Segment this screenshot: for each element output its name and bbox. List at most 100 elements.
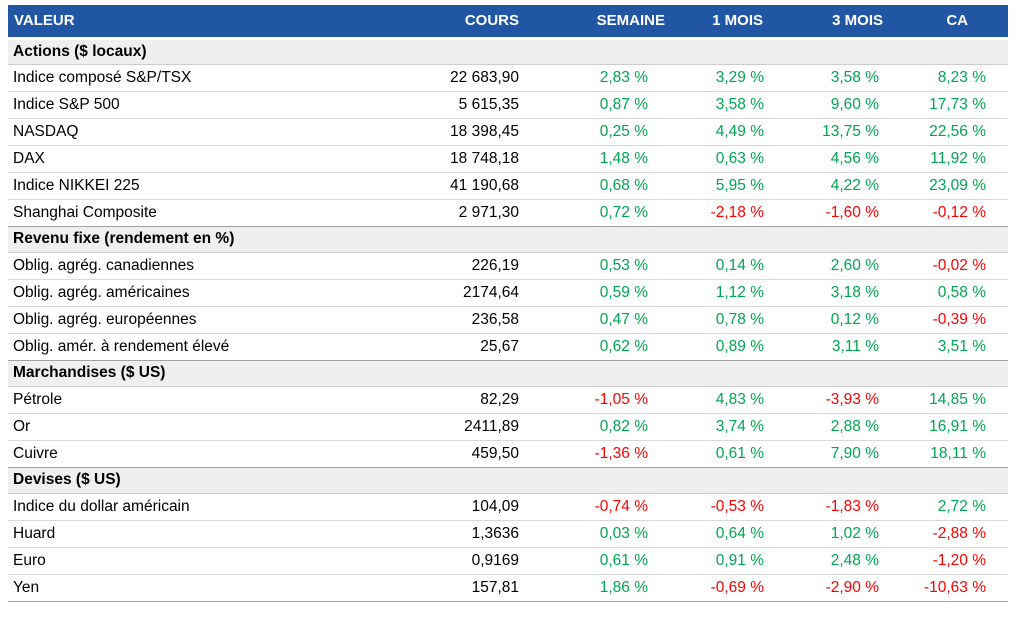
cell-3mois: 2,88 % (776, 412, 891, 440)
cell-cours: 157,81 (408, 573, 528, 601)
cell-cours: 2411,89 (408, 412, 528, 440)
table-body: Actions ($ locaux) Indice composé S&P/TSX… (8, 37, 1008, 601)
cell-cours: 18 748,18 (408, 144, 528, 172)
market-summary: VALEUR COURS SEMAINE 1 MOIS 3 MOIS CA Ac… (8, 5, 1008, 602)
table-row: Oblig. agrég. européennes 236,58 0,47 % 0,7… (8, 305, 1008, 333)
cell-1mois: 3,29 % (670, 63, 776, 91)
section-label: Actions ($ locaux) (8, 37, 1008, 65)
cell-cours: 82,29 (408, 385, 528, 413)
cell-cours: 25,67 (408, 332, 528, 360)
cell-3mois: -2,90 % (776, 573, 891, 601)
cell-3mois: 1,02 % (776, 519, 891, 547)
cell-ca: 18,11 % (891, 439, 1008, 467)
table-row: Indice S&P 500 5 615,35 0,87 % 3,58 % 9,60 %… (8, 90, 1008, 118)
section-row: Marchandises ($ US) (8, 359, 1008, 387)
cell-1mois: 0,61 % (670, 439, 776, 467)
section-row: Revenu fixe (rendement en %) (8, 225, 1008, 253)
table-row: Yen 157,81 1,86 % -0,69 % -2,90 % -10,63 % (8, 573, 1008, 601)
cell-ca: -0,12 % (891, 198, 1008, 226)
instrument-name: Indice NIKKEI 225 (8, 171, 408, 199)
cell-1mois: 3,58 % (670, 90, 776, 118)
cell-1mois: 0,89 % (670, 332, 776, 360)
header-row: VALEUR COURS SEMAINE 1 MOIS 3 MOIS CA (8, 5, 1008, 40)
cell-3mois: 3,58 % (776, 63, 891, 91)
cell-1mois: 0,14 % (670, 251, 776, 279)
cell-cours: 104,09 (408, 492, 528, 520)
cell-ca: -2,88 % (891, 519, 1008, 547)
cell-semaine: 0,72 % (528, 198, 670, 226)
cell-semaine: 0,25 % (528, 117, 670, 145)
instrument-name: Oblig. agrég. canadiennes (8, 251, 408, 279)
table-header: VALEUR COURS SEMAINE 1 MOIS 3 MOIS CA (8, 5, 1008, 40)
table-row: Huard 1,3636 0,03 % 0,64 % 1,02 % -2,88 % (8, 519, 1008, 547)
table-row: Oblig. agrég. américaines 2174,64 0,59 % 1,… (8, 278, 1008, 306)
table-row: Shanghai Composite 2 971,30 0,72 % -2,18 % -… (8, 198, 1008, 226)
table-row: NASDAQ 18 398,45 0,25 % 4,49 % 13,75 % 22,56 … (8, 117, 1008, 145)
cell-1mois: 1,12 % (670, 278, 776, 306)
instrument-name: Oblig. agrég. européennes (8, 305, 408, 333)
cell-semaine: 2,83 % (528, 63, 670, 91)
cell-semaine: 0,62 % (528, 332, 670, 360)
instrument-name: Oblig. amér. à rendement élevé (8, 332, 408, 360)
cell-semaine: 0,47 % (528, 305, 670, 333)
cell-ca: 3,51 % (891, 332, 1008, 360)
cell-semaine: 0,82 % (528, 412, 670, 440)
cell-3mois: 4,56 % (776, 144, 891, 172)
cell-3mois: 3,18 % (776, 278, 891, 306)
table-row: Or 2411,89 0,82 % 3,74 % 2,88 % 16,91 % (8, 412, 1008, 440)
cell-1mois: 0,78 % (670, 305, 776, 333)
column-header-cours: COURS (408, 5, 528, 40)
cell-1mois: 3,74 % (670, 412, 776, 440)
table-row: Pétrole 82,29 -1,05 % 4,83 % -3,93 % 14,85 % (8, 385, 1008, 413)
cell-semaine: 1,48 % (528, 144, 670, 172)
cell-cours: 2174,64 (408, 278, 528, 306)
instrument-name: Indice composé S&P/TSX (8, 63, 408, 91)
cell-semaine: 0,59 % (528, 278, 670, 306)
cell-3mois: 7,90 % (776, 439, 891, 467)
instrument-name: Euro (8, 546, 408, 574)
cell-1mois: -2,18 % (670, 198, 776, 226)
table-row: Cuivre 459,50 -1,36 % 0,61 % 7,90 % 18,11 % (8, 439, 1008, 467)
cell-1mois: 0,63 % (670, 144, 776, 172)
instrument-name: DAX (8, 144, 408, 172)
instrument-name: Indice S&P 500 (8, 90, 408, 118)
cell-cours: 1,3636 (408, 519, 528, 547)
cell-ca: -0,02 % (891, 251, 1008, 279)
table-row: DAX 18 748,18 1,48 % 0,63 % 4,56 % 11,92 % (8, 144, 1008, 172)
cell-ca: 14,85 % (891, 385, 1008, 413)
cell-semaine: 1,86 % (528, 573, 670, 601)
cell-cours: 459,50 (408, 439, 528, 467)
cell-semaine: -1,36 % (528, 439, 670, 467)
cell-ca: 17,73 % (891, 90, 1008, 118)
column-header-3mois: 3 MOIS (776, 5, 891, 40)
cell-semaine: -0,74 % (528, 492, 670, 520)
instrument-name: Pétrole (8, 385, 408, 413)
instrument-name: Cuivre (8, 439, 408, 467)
cell-cours: 41 190,68 (408, 171, 528, 199)
cell-cours: 5 615,35 (408, 90, 528, 118)
column-header-1mois: 1 MOIS (670, 5, 776, 40)
cell-semaine: -1,05 % (528, 385, 670, 413)
section-row: Actions ($ locaux) (8, 37, 1008, 65)
table-row: Oblig. amér. à rendement élevé 25,67 0,62 … (8, 332, 1008, 360)
instrument-name: Oblig. agrég. américaines (8, 278, 408, 306)
cell-3mois: 4,22 % (776, 171, 891, 199)
cell-ca: 11,92 % (891, 144, 1008, 172)
section-label: Revenu fixe (rendement en %) (8, 225, 1008, 253)
cell-3mois: -3,93 % (776, 385, 891, 413)
cell-semaine: 0,68 % (528, 171, 670, 199)
cell-1mois: 4,49 % (670, 117, 776, 145)
instrument-name: Shanghai Composite (8, 198, 408, 226)
cell-3mois: 2,48 % (776, 546, 891, 574)
instrument-name: Yen (8, 573, 408, 601)
instrument-name: NASDAQ (8, 117, 408, 145)
column-header-valeur: VALEUR (8, 5, 408, 40)
section-label: Devises ($ US) (8, 466, 1008, 494)
cell-semaine: 0,53 % (528, 251, 670, 279)
cell-cours: 22 683,90 (408, 63, 528, 91)
table-row: Euro 0,9169 0,61 % 0,91 % 2,48 % -1,20 % (8, 546, 1008, 574)
cell-3mois: -1,60 % (776, 198, 891, 226)
cell-semaine: 0,03 % (528, 519, 670, 547)
table-row: Indice composé S&P/TSX 22 683,90 2,83 % 3,2… (8, 63, 1008, 91)
cell-ca: -10,63 % (891, 573, 1008, 601)
